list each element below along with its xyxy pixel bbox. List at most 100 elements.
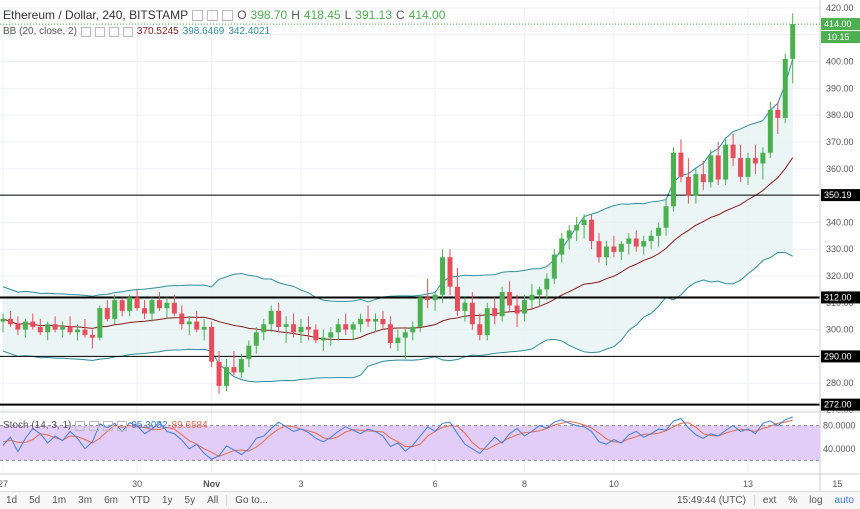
stoch-label[interactable]: Stoch (14, 3, 1) — [3, 420, 72, 431]
candle-body — [313, 329, 319, 341]
candle-body — [678, 152, 684, 177]
candle-body — [544, 278, 550, 290]
range-1y[interactable]: 1y — [161, 495, 173, 506]
time-tick-label: 30 — [132, 479, 142, 489]
settings-icon[interactable] — [207, 9, 219, 21]
candle-body — [589, 219, 595, 242]
countdown-tag — [821, 31, 860, 44]
bollinger-band-fill — [3, 58, 793, 382]
range-1m[interactable]: 1m — [52, 495, 67, 506]
ext-toggle[interactable]: ext — [762, 495, 777, 506]
price-tick-label: 380.00 — [826, 110, 854, 120]
eye-icon[interactable] — [80, 26, 91, 37]
gear-icon[interactable] — [89, 420, 100, 431]
close-label: C — [396, 8, 405, 22]
price-tick-label: 280.00 — [826, 378, 854, 388]
candle-body — [45, 324, 51, 333]
gear-icon[interactable] — [94, 26, 105, 37]
price-tick-label: 340.00 — [826, 217, 854, 227]
candle-body — [611, 246, 617, 252]
more-icon[interactable] — [122, 26, 133, 37]
price-tick-label: 400.00 — [826, 57, 854, 67]
candle-body — [700, 174, 706, 183]
price-tag-label: 290.00 — [824, 351, 852, 361]
candle-body — [149, 300, 155, 314]
close-icon[interactable] — [103, 420, 114, 431]
candle-body — [752, 158, 758, 164]
time-tick-label: 3 — [298, 479, 303, 489]
candle-body — [626, 238, 632, 244]
candle-body — [641, 241, 647, 247]
candle-body — [0, 318, 6, 322]
candle-body — [454, 286, 460, 311]
range-5d[interactable]: 5d — [29, 495, 41, 506]
more-icon[interactable] — [117, 420, 128, 431]
bb-label[interactable]: BB (20, close, 2) — [3, 26, 77, 37]
price-tick-label: 330.00 — [826, 244, 854, 254]
dropdown-icon[interactable] — [192, 9, 204, 21]
price-tag — [821, 398, 860, 411]
candle-body — [671, 152, 676, 207]
time-tick-label: 15 — [832, 479, 842, 489]
candle-body — [760, 152, 766, 164]
candle-body — [15, 324, 21, 330]
open-value: 398.70 — [250, 8, 288, 22]
price-tag — [821, 189, 860, 202]
candle-body — [514, 305, 520, 314]
candle-body — [648, 235, 654, 242]
log-toggle[interactable]: log — [809, 495, 823, 506]
eye-icon[interactable] — [75, 420, 86, 431]
candle-body — [164, 302, 170, 309]
candle-body — [618, 243, 624, 252]
candle-body — [477, 324, 483, 335]
candle-body — [387, 324, 393, 343]
bb-lower-value: 342.4021 — [228, 26, 271, 37]
range-3m[interactable]: 3m — [78, 495, 93, 506]
symbol-title[interactable]: Ethereum / Dollar, 240, BITSTAMP — [3, 8, 189, 22]
candle-body — [104, 308, 110, 319]
price-tag — [821, 291, 860, 304]
candle-body — [373, 318, 378, 322]
candle-body — [201, 326, 207, 330]
range-all[interactable]: All — [207, 495, 219, 506]
candle-body — [238, 359, 244, 373]
stoch-d-value: 89.6584 — [171, 420, 208, 431]
percent-toggle[interactable]: % — [788, 495, 798, 506]
candle-body — [522, 300, 527, 314]
candle-body — [7, 318, 13, 325]
candle-body — [224, 367, 229, 386]
close-icon[interactable] — [108, 26, 119, 37]
visibility-icon[interactable] — [222, 9, 234, 21]
auto-toggle[interactable]: auto — [834, 495, 854, 506]
range-1d[interactable]: 1d — [6, 495, 18, 506]
candle-body — [566, 230, 572, 239]
candle-body — [291, 324, 297, 333]
candle-body — [574, 225, 580, 231]
candle-body — [343, 324, 349, 330]
range-ytd[interactable]: YTD — [129, 495, 150, 506]
bollinger-lower-line — [2, 251, 793, 383]
bottom-toolbar: 1d 5d 1m 3m 6m YTD 1y 5y All Go to... 15… — [0, 491, 860, 509]
bollinger-basis-line — [2, 157, 794, 341]
range-5y[interactable]: 5y — [184, 495, 196, 506]
range-6m[interactable]: 6m — [104, 495, 118, 506]
candle-body — [425, 297, 431, 301]
price-tag — [821, 350, 860, 363]
price-tick-label: 370.00 — [826, 137, 854, 147]
low-label: L — [344, 8, 352, 22]
candle-body — [261, 324, 267, 333]
candle-body — [276, 310, 282, 327]
candle-body — [559, 238, 565, 255]
candle-body — [231, 367, 237, 373]
chart-header: Ethereum / Dollar, 240, BITSTAMP O 398.7… — [3, 7, 445, 23]
candle-body — [738, 158, 744, 177]
candle-body — [134, 297, 140, 309]
candle-body — [790, 24, 796, 59]
candle-body — [283, 324, 289, 327]
countdown-label: 10:15 — [827, 32, 850, 42]
candle-body — [60, 326, 66, 330]
stoch-tick-label: 40.0000 — [823, 444, 856, 454]
stoch-header: Stoch (14, 3, 1) 95.3032 89.6584 — [3, 420, 208, 431]
goto-button[interactable]: Go to... — [235, 495, 269, 506]
